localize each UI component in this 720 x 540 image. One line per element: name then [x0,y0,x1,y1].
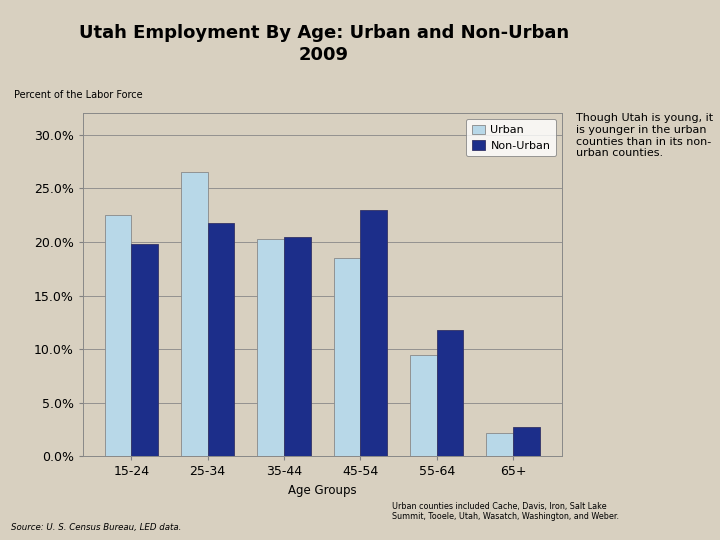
Legend: Urban, Non-Urban: Urban, Non-Urban [466,119,556,156]
Bar [361,210,387,456]
Text: Utah Employment By Age: Urban and Non-Urban: Utah Employment By Age: Urban and Non-Ur… [79,24,569,42]
Bar [333,258,361,456]
Bar [181,172,207,456]
Bar [104,215,131,456]
Bar [284,237,311,456]
Bar [437,330,464,456]
Bar [410,354,437,456]
Bar [487,433,513,456]
Text: Though Utah is young, it
is younger in the urban
counties than in its non-
urban: Though Utah is young, it is younger in t… [576,113,713,158]
Bar [207,222,235,456]
X-axis label: Age Groups: Age Groups [288,484,356,497]
Bar [131,244,158,456]
Bar [513,427,540,456]
Text: Urban counties included Cache, Davis, Iron, Salt Lake
Summit, Tooele, Utah, Wasa: Urban counties included Cache, Davis, Ir… [392,502,619,521]
Text: Source: U. S. Census Bureau, LED data.: Source: U. S. Census Bureau, LED data. [11,523,181,532]
Bar [257,239,284,456]
Text: Percent of the Labor Force: Percent of the Labor Force [14,90,143,100]
Text: 2009: 2009 [299,46,349,64]
